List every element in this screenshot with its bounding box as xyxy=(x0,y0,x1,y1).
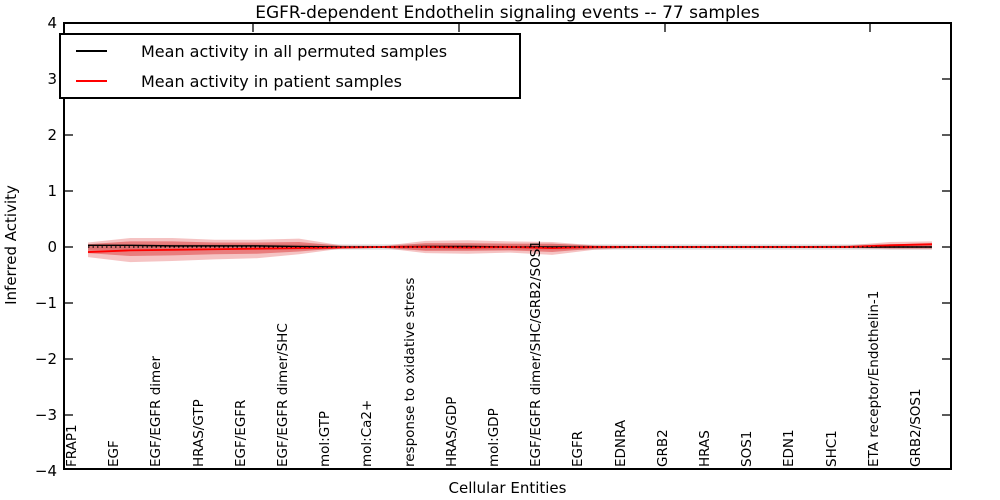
x-tick-label: EGF/EGFR dimer/SHC xyxy=(275,323,291,467)
x-tick-label: EGF/EGFR dimer/SHC/GRB2/SOS1 xyxy=(528,240,545,467)
x-tick-label: SOS1 xyxy=(739,430,756,467)
y-tick-label: 0 xyxy=(47,238,57,256)
y-tick-label: −4 xyxy=(34,462,57,480)
x-tick-label: EDN1 xyxy=(781,429,798,467)
x-tick-label: HRAS xyxy=(697,430,713,467)
x-axis-label: Cellular Entities xyxy=(448,479,567,497)
y-tick-label: 3 xyxy=(47,70,57,88)
plot-area xyxy=(63,22,952,470)
x-tick-label: EGF/EGFR dimer xyxy=(148,355,165,467)
legend: Mean activity in all permuted samples Me… xyxy=(59,33,521,99)
legend-entry-permuted: Mean activity in all permuted samples xyxy=(76,38,519,64)
x-tick-label: GRB2/SOS1 xyxy=(908,388,924,467)
legend-label-patient: Mean activity in patient samples xyxy=(141,71,402,91)
x-tick-label: response to oxidative stress xyxy=(401,277,418,467)
y-tick-label: −3 xyxy=(34,406,57,424)
x-tick-label: SHC1 xyxy=(823,430,840,467)
x-tick-label: EGF xyxy=(106,440,123,467)
y-tick-label: 4 xyxy=(47,14,57,32)
patient-line-swatch xyxy=(76,80,107,82)
patient-samples-spread-outer-band xyxy=(88,238,932,263)
x-tick-label: HRAS/GDP xyxy=(443,396,460,467)
axes-frame xyxy=(63,22,952,470)
x-tick-label: HRAS/GTP xyxy=(190,399,207,467)
x-tick-label: EGF/EGFR xyxy=(232,399,249,467)
legend-label-permuted: Mean activity in all permuted samples xyxy=(141,41,448,61)
x-tick-label: GRB2 xyxy=(654,429,671,467)
y-tick-label: 2 xyxy=(47,126,57,144)
permuted-line-swatch xyxy=(76,50,107,52)
y-tick-label: −2 xyxy=(34,350,57,368)
x-tick-label: EGFR xyxy=(570,430,587,467)
x-tick-label: EDNRA xyxy=(612,419,629,467)
x-tick-label: mol:Ca2+ xyxy=(359,399,376,467)
legend-entry-patient: Mean activity in patient samples xyxy=(76,68,519,94)
x-tick-label: mol:GDP xyxy=(486,408,502,467)
x-tick-label: ETA receptor/Endothelin-1 xyxy=(865,290,882,467)
chart-title: EGFR-dependent Endothelin signaling even… xyxy=(255,3,760,23)
y-tick-label: −1 xyxy=(34,294,57,312)
y-tick-label: 1 xyxy=(47,182,57,200)
x-tick-label: mol:GTP xyxy=(317,410,334,467)
patient-samples-spread-inner-band xyxy=(88,241,932,256)
x-tick-label: FRAP1 xyxy=(64,424,80,467)
